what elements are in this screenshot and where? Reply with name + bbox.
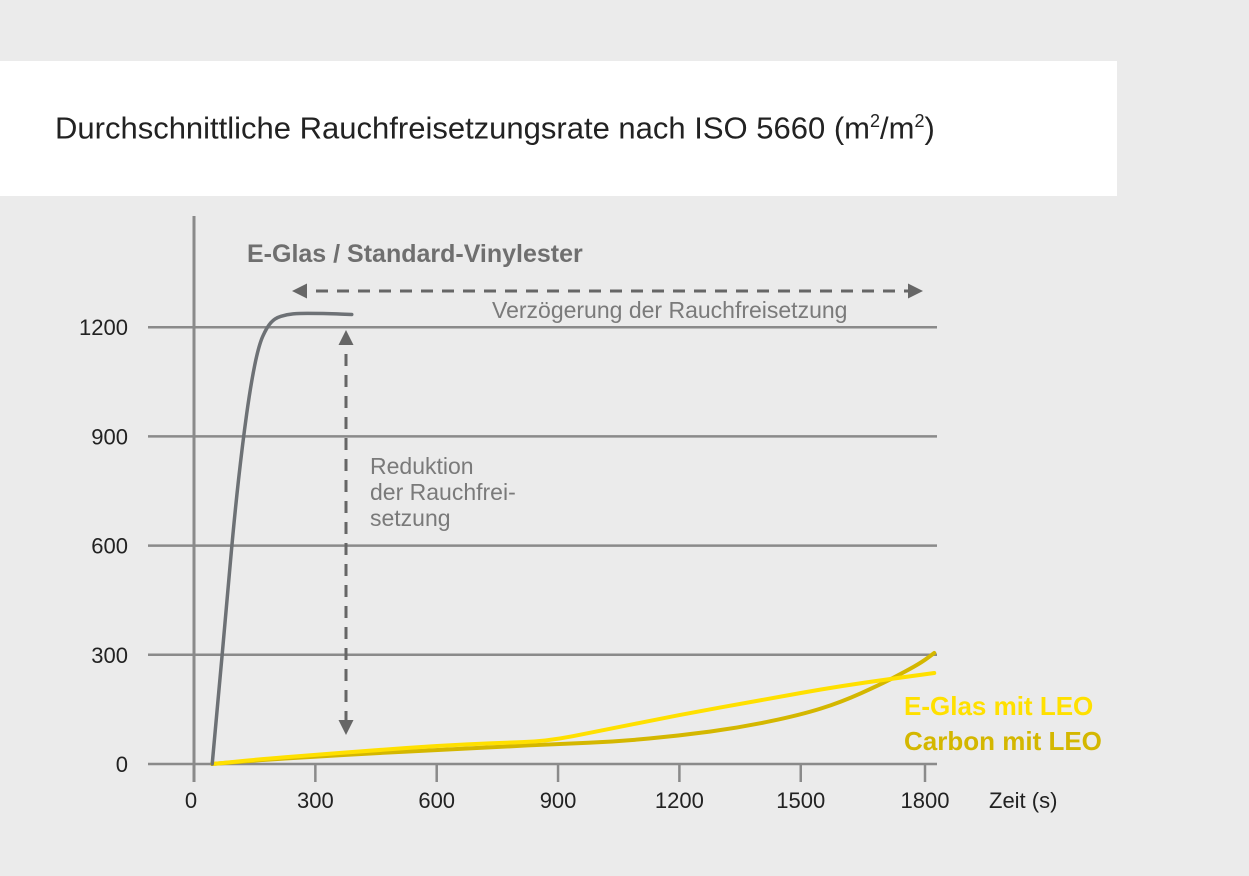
x-tick-label-1800: 1800 (901, 788, 950, 813)
y-tick-label-600: 600 (91, 534, 128, 559)
y-tick-label-900: 900 (91, 424, 128, 449)
reduction-annotation-line-2: der Rauchfrei- (370, 479, 516, 505)
chart-title-text: Durchschnittliche Rauchfreisetzungsrate … (55, 110, 871, 146)
title-sup-2: 2 (914, 111, 925, 131)
chart-title-mid: /m (880, 110, 915, 146)
headline-annotation: E-Glas / Standard-Vinylester (247, 240, 583, 268)
legend-carbon-leo: Carbon mit LEO (904, 726, 1102, 756)
chart-title-end: ) (924, 110, 935, 146)
reduction-annotation-line-3: setzung (370, 505, 451, 531)
gridlines (148, 325, 937, 657)
title-panel (0, 61, 1117, 196)
x-tick-label-600: 600 (418, 788, 455, 813)
series-line-carbon-mit-leo (210, 650, 937, 766)
y-tick-label-300: 300 (91, 643, 128, 668)
x-tick-label-0: 0 (185, 788, 197, 813)
x-tick-label-900: 900 (540, 788, 577, 813)
y-tick-label-0: 0 (116, 752, 128, 777)
series-line-e-glas-standard-vinylester (210, 311, 354, 766)
title-sup-1: 2 (870, 111, 881, 131)
tick-labels: 0 300 600 900 1200 0 300 600 900 1200 1500 1800 (79, 315, 949, 813)
y-tick-label-1200: 1200 (79, 315, 128, 340)
x-tick-label-1500: 1500 (776, 788, 825, 813)
x-tick-label-300: 300 (297, 788, 334, 813)
series (210, 311, 937, 766)
x-tick-label-1200: 1200 (655, 788, 704, 813)
series-line-e-glas-mit-leo (210, 671, 937, 766)
x-axis-label: Zeit (s) (989, 788, 1057, 813)
chart-title: Durchschnittliche Rauchfreisetzungsrate … (55, 112, 935, 143)
axes (148, 216, 937, 782)
legend-eglas-leo: E-Glas mit LEO (904, 691, 1093, 721)
reduction-annotation-line-1: Reduktion (370, 453, 474, 479)
delay-annotation: Verzögerung der Rauchfreisetzung (492, 297, 847, 323)
